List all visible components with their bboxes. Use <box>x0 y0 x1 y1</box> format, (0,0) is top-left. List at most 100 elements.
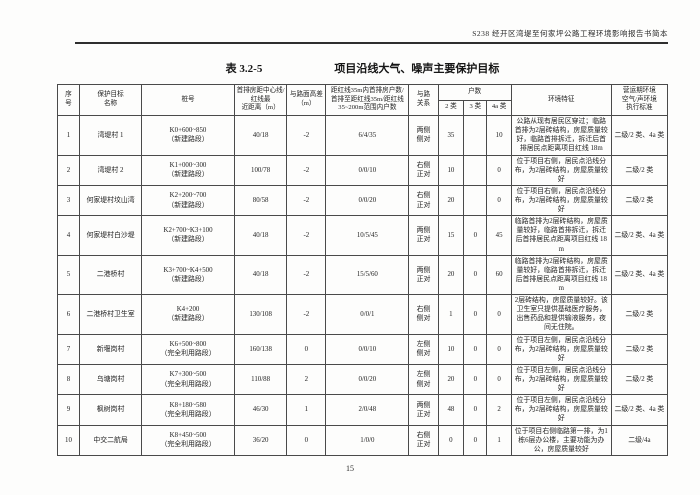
cell-seq: 1 <box>57 115 80 156</box>
header-stake: 桩号 <box>141 83 235 117</box>
cell-c4a: 1 <box>486 424 512 456</box>
header-seq: 序 号 <box>57 83 80 117</box>
table-row: 10 中交二航局 K8+450~500 （完全利用路段） 36/20 0 1/0/0 右侧 … <box>57 424 669 456</box>
cell-c4a: 45 <box>486 215 512 256</box>
cell-c3: 0 <box>463 333 488 365</box>
cell-stake: K0+600~850 （新建路段） <box>141 115 235 156</box>
cell-stake: K6+500~800 （完全利用路段） <box>141 333 235 365</box>
cell-name: 二港桥村卫生室 <box>78 294 143 335</box>
cell-range: 0/0/10 <box>325 333 410 365</box>
cell-c2: 1 <box>437 294 465 335</box>
cell-name: 湾堤村 2 <box>78 154 143 186</box>
cell-env: 位于项目右侧，居民点沿线分布，为2层砖结构，房屋质量较好 <box>510 184 612 217</box>
header-class2: 2 类 <box>437 99 465 117</box>
cell-c3 <box>463 154 488 186</box>
cell-std: 二级/2 类、4a 类 <box>610 215 669 256</box>
page-number: 15 <box>346 464 354 473</box>
cell-std: 二级/4a <box>610 424 669 456</box>
table-row: 5 二港桥村 K3+700~K4+500 （新建路段） 40/18 -2 15/5/60 两… <box>57 254 669 296</box>
protection-targets-table-wrap: 序 号 保护目标 名称 桩号 首排房距中心线/ 红线最 近距离（m） 与路面高差… <box>57 83 669 456</box>
cell-name: 新堰岗村 <box>78 333 143 365</box>
cell-c2: 15 <box>437 215 465 256</box>
cell-distance: 40/18 <box>233 254 288 296</box>
cell-diff: -2 <box>286 154 327 186</box>
header-standard: 营运期环境 空气/声环境 执行标准 <box>610 83 669 117</box>
cell-distance: 100/78 <box>233 154 288 186</box>
cell-seq: 5 <box>57 254 80 296</box>
cell-c3 <box>463 115 488 156</box>
cell-c2: 0 <box>437 424 465 456</box>
cell-c3: 0 <box>463 294 488 335</box>
cell-stake: K1+000~300 （新建路段） <box>141 154 235 186</box>
table-row: 7 新堰岗村 K6+500~800 （完全利用路段） 160/138 0 0/0/10 左侧… <box>57 333 669 365</box>
cell-distance: 80/58 <box>233 184 288 217</box>
table-title-row: 表 3.2-5 项目沿线大气、噪声主要保护目标 <box>57 60 668 76</box>
cell-std: 二级/2 类、4a 类 <box>610 394 669 426</box>
cell-seq: 10 <box>57 424 80 456</box>
cell-c4a: 0 <box>486 154 512 186</box>
cell-env: 位于项目右侧，居民点沿线分布，为2层砖结构，房屋质量较好 <box>510 154 612 186</box>
header-households: 户数 <box>437 84 512 101</box>
table-row: 6 二港桥村卫生室 K4+200 （新建路段） 130/108 -2 0/0/1 右侧 侧对… <box>57 294 669 335</box>
report-header-text: S238 经开区湾堤至何家坪公路工程环境影响报告书简本 <box>472 29 668 38</box>
cell-env: 临路首排为2层砖结构，房屋质量较好，临路首排拆迁，拆迁后首排居民点距离项目红线 … <box>510 254 612 296</box>
cell-c4a: 0 <box>486 333 512 365</box>
cell-std: 二级/2 类 <box>610 184 669 217</box>
cell-std: 二级/2 类、4a 类 <box>610 115 669 156</box>
cell-relation: 右侧 正对 <box>408 184 439 217</box>
cell-stake: K4+200 （新建路段） <box>141 294 235 335</box>
cell-c3: 0 <box>463 254 488 296</box>
cell-std: 二级/2 类 <box>610 363 669 396</box>
table-label: 表 3.2-5 <box>225 63 263 75</box>
cell-std: 二级/2 类、4a 类 <box>610 254 669 296</box>
cell-env: 公路从现有居民区穿过；临路首排为2层砖结构，房屋质量较好，临路首排拆迁，拆迁后首… <box>510 115 612 156</box>
cell-env: 2层砖结构，房屋质量较好。该卫生室只提供基础医疗服务，出售药品和提供输液服务，夜… <box>510 294 612 335</box>
table-row: 8 乌塘岗村 K7+300~500 （完全利用路段） 110/88 2 0/0/20 左侧 … <box>57 363 669 396</box>
cell-std: 二级/2 类 <box>610 333 669 365</box>
cell-distance: 130/108 <box>233 294 288 335</box>
cell-diff: 0 <box>286 333 327 365</box>
cell-relation: 右侧 正对 <box>408 424 439 456</box>
cell-stake: K8+450~500 （完全利用路段） <box>141 424 235 456</box>
cell-c2: 10 <box>437 333 465 365</box>
cell-diff: 1 <box>286 394 327 426</box>
protection-targets-table: 序 号 保护目标 名称 桩号 首排房距中心线/ 红线最 近距离（m） 与路面高差… <box>57 83 669 456</box>
cell-range: 0/0/20 <box>325 363 410 396</box>
cell-range: 0/0/1 <box>325 294 410 335</box>
cell-seq: 3 <box>57 184 80 217</box>
cell-seq: 2 <box>57 154 80 186</box>
cell-c3: 0 <box>463 394 488 426</box>
cell-c3 <box>463 184 488 217</box>
cell-range: 0/0/20 <box>325 184 410 217</box>
table-row: 2 湾堤村 2 K1+000~300 （新建路段） 100/78 -2 0/0/10 右侧 … <box>57 154 669 186</box>
cell-name: 湾堤村 1 <box>78 115 143 156</box>
cell-relation: 两侧 正对 <box>408 254 439 296</box>
cell-name: 何家堤村白沙堤 <box>78 215 143 256</box>
cell-seq: 6 <box>57 294 80 335</box>
cell-c4a: 0 <box>486 363 512 396</box>
cell-diff: -2 <box>286 254 327 296</box>
cell-distance: 110/88 <box>233 363 288 396</box>
cell-stake: K3+700~K4+500 （新建路段） <box>141 254 235 296</box>
cell-name: 何家堤村坟山湾 <box>78 184 143 217</box>
cell-std: 二级/2 类 <box>610 294 669 335</box>
cell-seq: 8 <box>57 363 80 396</box>
cell-diff: -2 <box>286 184 327 217</box>
cell-stake: K8+180~580 （完全利用路段） <box>141 394 235 426</box>
cell-c2: 20 <box>437 184 465 217</box>
header-row-1: 序 号 保护目标 名称 桩号 首排房距中心线/ 红线最 近距离（m） 与路面高差… <box>57 83 669 117</box>
header-road-relation: 与路 关系 <box>408 83 439 117</box>
cell-range: 15/5/60 <box>325 254 410 296</box>
cell-env: 位于项目左侧，居民点沿线分布，为2层砖结构，房屋质量较好 <box>510 333 612 365</box>
table-row: 9 枫树岗村 K8+180~580 （完全利用路段） 46/30 1 2/0/48 两侧 正… <box>57 394 669 426</box>
cell-c2: 35 <box>437 115 465 156</box>
cell-stake: K2+200~700 （新建路段） <box>141 184 235 217</box>
cell-c4a: 2 <box>486 394 512 426</box>
cell-c4a: 10 <box>486 115 512 156</box>
header-distance: 首排房距中心线/ 红线最 近距离（m） <box>233 83 288 117</box>
cell-c2: 48 <box>437 394 465 426</box>
cell-diff: 2 <box>286 363 327 396</box>
cell-env: 临路首排为2层砖结构，房屋质量较好，临路首排拆迁，拆迁后首排居民点距离项目红线 … <box>510 215 612 256</box>
cell-name: 乌塘岗村 <box>78 363 143 396</box>
cell-relation: 两侧 正对 <box>408 394 439 426</box>
